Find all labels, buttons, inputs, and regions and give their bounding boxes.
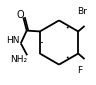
Text: O: O [17,10,24,20]
Text: F: F [77,66,82,75]
Text: Br: Br [77,7,87,16]
Text: NH₂: NH₂ [10,55,27,64]
Text: HN: HN [6,36,20,45]
